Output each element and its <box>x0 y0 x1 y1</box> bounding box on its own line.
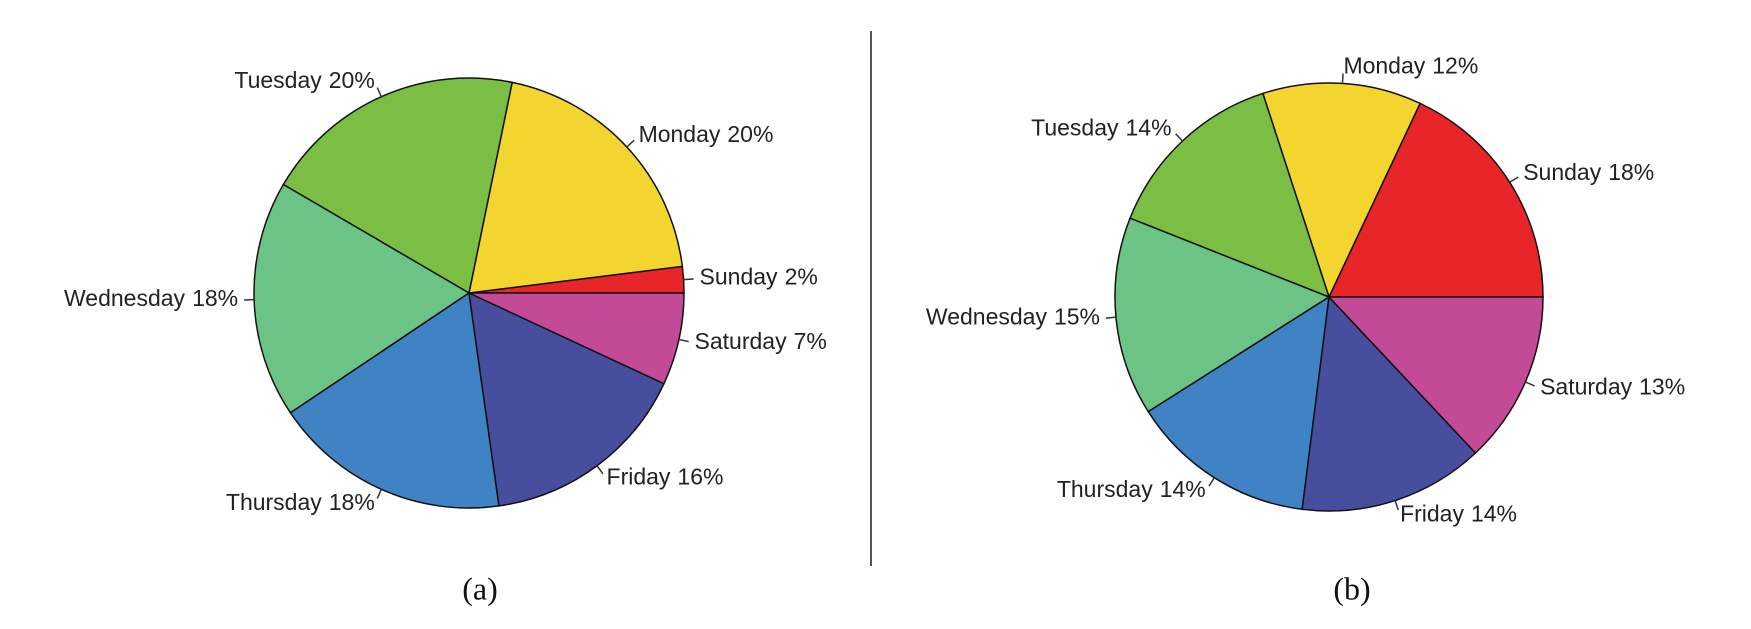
category-label: Friday <box>607 464 671 490</box>
label-tick <box>1105 316 1117 319</box>
category-label: Monday <box>639 121 721 147</box>
label-tick <box>678 338 689 343</box>
slice-label: Wednesday 18% <box>64 285 238 311</box>
category-label: Thursday <box>1057 476 1153 502</box>
slice-label: Thursday 18% <box>226 489 375 515</box>
label-tick <box>1394 500 1399 511</box>
category-label: Saturday <box>1540 373 1633 399</box>
value-label: 18% <box>192 285 238 311</box>
slice-label: Tuesday 20% <box>234 67 374 93</box>
slice-label: Tuesday 14% <box>1031 114 1171 140</box>
slice-label: Sunday 18% <box>1523 159 1654 185</box>
label-tick <box>376 87 383 97</box>
slice-label: Saturday 13% <box>1540 373 1685 399</box>
category-label: Monday <box>1343 53 1425 79</box>
slice-label: Wednesday 15% <box>926 304 1100 330</box>
value-label: 14% <box>1126 114 1172 140</box>
label-tick <box>376 489 383 499</box>
label-tick <box>1175 133 1184 142</box>
label-tick <box>1208 477 1215 487</box>
caption: (a) <box>462 570 498 606</box>
label-tick <box>1341 73 1344 84</box>
value-label: 15% <box>1054 304 1100 330</box>
value-label: 20% <box>329 67 375 93</box>
slice-label: Sunday 2% <box>700 264 818 290</box>
slice-label: Thursday 14% <box>1057 476 1206 502</box>
label-tick <box>596 465 604 475</box>
category-label: Sunday <box>1523 159 1602 185</box>
category-label: Saturday <box>695 328 788 354</box>
category-label: Thursday <box>226 489 322 515</box>
label-tick <box>1525 381 1535 387</box>
value-label: 12% <box>1432 53 1478 79</box>
pie-slice <box>1327 296 1544 455</box>
label-tick <box>626 139 635 148</box>
category-label: Sunday <box>700 264 779 290</box>
category-label: Friday <box>1400 501 1464 527</box>
value-label: 2% <box>785 264 818 290</box>
category-label: Tuesday <box>1031 114 1119 140</box>
slice-label: Monday 12% <box>1343 53 1478 79</box>
slice-label: Friday 16% <box>607 464 724 490</box>
pie-slice <box>1129 92 1331 299</box>
category-label: Wednesday <box>926 304 1048 330</box>
label-tick <box>1509 176 1519 183</box>
value-label: 16% <box>677 464 723 490</box>
value-label: 7% <box>794 328 827 354</box>
value-label: 14% <box>1160 476 1206 502</box>
pie-slice <box>1114 217 1331 413</box>
value-label: 18% <box>329 489 375 515</box>
category-label: Tuesday <box>234 67 322 93</box>
pie-slice <box>289 291 500 509</box>
slice-label: Monday 20% <box>639 121 774 147</box>
caption: (b) <box>1333 570 1370 606</box>
value-label: 20% <box>727 121 773 147</box>
value-label: 14% <box>1471 501 1517 527</box>
pie-slice <box>1301 295 1477 512</box>
category-label: Wednesday <box>64 285 186 311</box>
slice-label: Friday 14% <box>1400 501 1517 527</box>
value-label: 13% <box>1639 373 1685 399</box>
value-label: 18% <box>1608 159 1654 185</box>
slice-label: Saturday 7% <box>695 328 827 354</box>
label-tick <box>683 278 694 281</box>
